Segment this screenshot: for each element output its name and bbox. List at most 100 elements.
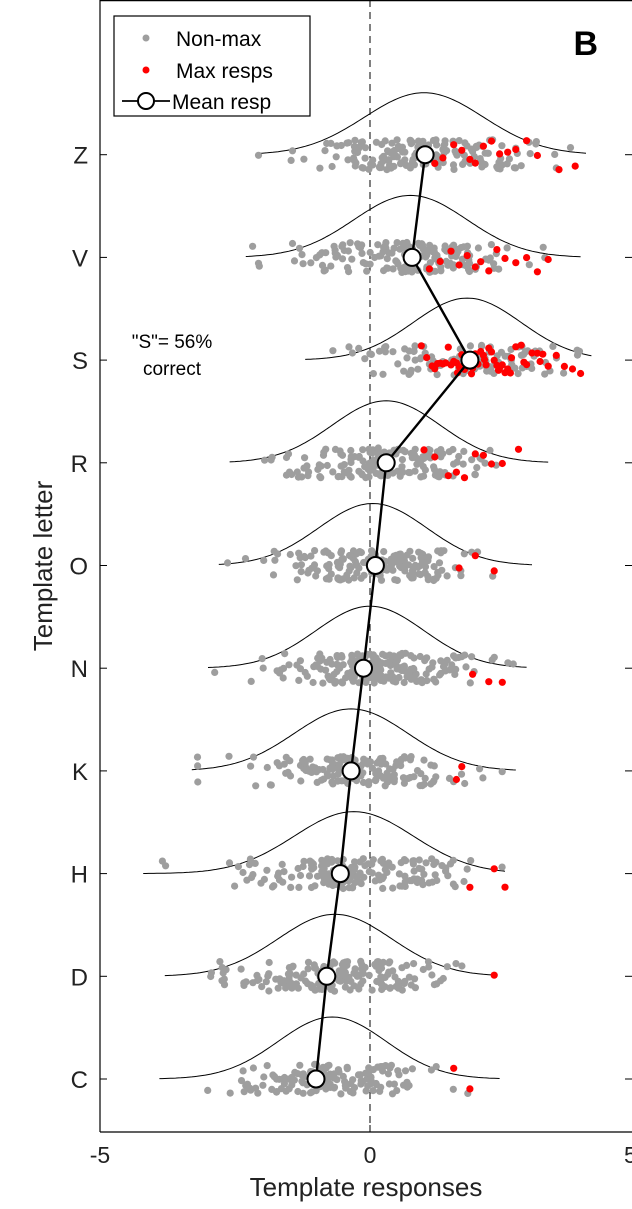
nonmax-point-N	[332, 678, 340, 686]
nonmax-point-V	[423, 249, 431, 257]
max-point-S	[480, 356, 489, 364]
nonmax-point-C	[388, 1090, 397, 1098]
nonmax-point-N	[386, 661, 395, 670]
x-axis-label: Template responses	[250, 1172, 483, 1202]
legend: Non-max Max resps Mean resp	[113, 15, 311, 117]
nonmax-point-D	[394, 977, 402, 986]
max-point-S	[568, 365, 577, 373]
nonmax-point-H	[239, 868, 247, 877]
mean-marker-V	[402, 247, 422, 267]
nonmax-point-N	[259, 664, 267, 672]
nonmax-point-Z	[351, 136, 359, 144]
nonmax-point-H	[364, 860, 372, 868]
nonmax-point-O	[440, 547, 448, 555]
nonmax-point-O	[295, 549, 303, 557]
mean-marker-Z	[415, 145, 435, 165]
nonmax-point-H	[422, 859, 430, 867]
nonmax-point-K	[401, 754, 409, 762]
nonmax-point-Z	[361, 154, 369, 162]
nonmax-point-Z	[392, 151, 400, 160]
nonmax-point-C	[357, 1077, 365, 1085]
nonmax-point-R	[468, 456, 476, 464]
y-tick-label-H: H	[71, 862, 88, 889]
nonmax-point-S	[407, 368, 415, 376]
nonmax-point-C	[364, 1082, 372, 1090]
legend-max-label: Max resps	[176, 60, 273, 83]
nonmax-point-C	[252, 1084, 260, 1092]
nonmax-point-D	[330, 987, 339, 995]
legend-mean-marker	[137, 92, 155, 110]
nonmax-point-V	[290, 257, 299, 265]
nonmax-point-O	[430, 576, 438, 585]
nonmax-point-H	[431, 871, 439, 879]
nonmax-point-V	[393, 239, 401, 247]
nonmax-point-O	[311, 547, 319, 555]
nonmax-point-C	[263, 1062, 271, 1070]
nonmax-point-S	[514, 370, 522, 378]
nonmax-point-O	[409, 554, 417, 563]
nonmax-point-N	[322, 666, 330, 674]
nonmax-point-R	[437, 446, 445, 454]
nonmax-point-K	[479, 774, 487, 782]
nonmax-point-R	[453, 458, 461, 466]
max-point-S	[455, 362, 463, 371]
nonmax-point-Z	[459, 160, 467, 168]
nonmax-point-O	[271, 556, 279, 564]
nonmax-point-N	[273, 667, 281, 675]
nonmax-point-R	[282, 471, 291, 479]
max-point-Z	[571, 162, 579, 170]
nonmax-point-N	[395, 673, 403, 682]
nonmax-point-Z	[378, 154, 386, 162]
nonmax-point-Z	[328, 162, 336, 171]
nonmax-point-K	[427, 761, 435, 769]
nonmax-point-N	[389, 677, 397, 685]
max-point-S	[498, 361, 506, 369]
nonmax-point-R	[365, 459, 374, 467]
nonmax-point-O	[404, 561, 413, 569]
nonmax-point-D	[297, 974, 305, 982]
nonmax-point-R	[301, 454, 309, 462]
nonmax-point-N	[400, 678, 408, 687]
nonmax-point-K	[457, 770, 466, 778]
nonmax-point-D	[265, 958, 273, 967]
nonmax-point-R	[399, 446, 407, 454]
nonmax-point-K	[323, 755, 331, 763]
nonmax-point-V	[295, 244, 304, 252]
nonmax-point-H	[274, 872, 282, 880]
y-tick-label-N: N	[71, 656, 88, 683]
nonmax-point-H	[263, 866, 271, 874]
nonmax-point-D	[357, 957, 365, 966]
nonmax-point-N	[376, 664, 384, 672]
nonmax-point-O	[270, 547, 278, 555]
nonmax-point-O	[434, 568, 442, 577]
nonmax-point-D	[400, 979, 408, 988]
nonmax-point-Z	[393, 136, 401, 144]
nonmax-point-Z	[367, 160, 375, 168]
nonmax-point-Z	[350, 157, 358, 165]
nonmax-point-Z	[408, 138, 416, 146]
density-curve-K	[191, 708, 516, 771]
nonmax-point-O	[396, 562, 404, 570]
nonmax-point-N	[468, 653, 476, 661]
max-point-R	[460, 474, 469, 482]
nonmax-point-C	[312, 1087, 320, 1095]
nonmax-point-K	[418, 782, 426, 790]
nonmax-point-V	[346, 239, 354, 247]
nonmax-point-D	[286, 970, 294, 978]
nonmax-point-K	[368, 764, 376, 772]
nonmax-point-O	[307, 552, 315, 560]
nonmax-point-H	[331, 880, 340, 889]
nonmax-point-K	[225, 752, 233, 760]
nonmax-point-O	[380, 548, 388, 556]
nonmax-point-S	[355, 344, 363, 352]
nonmax-point-Z	[433, 141, 441, 149]
max-point-K	[458, 763, 466, 771]
nonmax-point-H	[449, 880, 457, 888]
nonmax-point-Z	[378, 140, 386, 149]
nonmax-point-N	[338, 678, 346, 686]
nonmax-point-O	[443, 572, 451, 580]
y-tick-label-K: K	[72, 759, 88, 786]
max-point-V	[523, 254, 531, 262]
nonmax-point-D	[407, 981, 415, 989]
nonmax-point-V	[288, 239, 297, 248]
